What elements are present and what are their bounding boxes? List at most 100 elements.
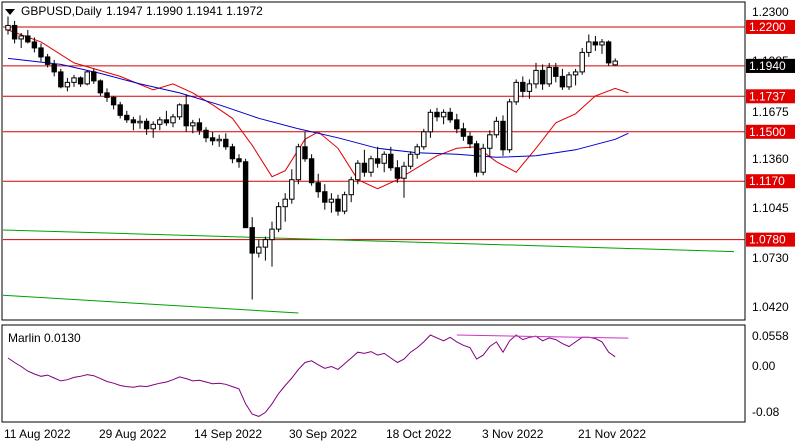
candle <box>553 62 559 83</box>
candle <box>335 194 341 216</box>
candle <box>242 158 249 229</box>
level-tag: 1.1500 <box>746 125 795 139</box>
candle <box>388 146 394 171</box>
y-tick-label: 1.1360 <box>752 152 789 166</box>
candle <box>143 118 150 135</box>
candle-body <box>236 158 242 163</box>
candle-body <box>249 227 255 254</box>
level-tag: 1.1170 <box>746 174 795 189</box>
candle <box>282 193 288 222</box>
level-tag-label: 1.1737 <box>749 89 786 103</box>
candle <box>401 161 407 198</box>
indicator-line <box>7 334 616 417</box>
candle-body <box>137 120 143 124</box>
moving-average-slow <box>7 57 629 158</box>
candle-body <box>579 51 585 73</box>
indicator-tick-label: 0.0558 <box>752 329 789 343</box>
candle-body <box>190 122 196 127</box>
candle-body <box>434 111 440 118</box>
candle <box>236 154 242 168</box>
candle <box>163 110 170 126</box>
candle <box>361 149 368 177</box>
candle-body <box>513 81 519 103</box>
candle-body <box>473 143 480 173</box>
candle-body <box>110 96 117 106</box>
candle-body <box>64 81 71 88</box>
candle <box>275 202 282 233</box>
level-tag-label: 1.1170 <box>749 174 785 188</box>
candle <box>374 146 381 168</box>
candle <box>407 151 414 170</box>
candle-body <box>117 104 123 116</box>
x-tick-label: 30 Sep 2022 <box>289 427 357 441</box>
candle-body <box>275 206 282 230</box>
candle <box>25 29 31 44</box>
candle-body <box>38 47 44 58</box>
symbol-label: GBPUSD,Daily <box>21 4 102 18</box>
level-tag-box <box>746 89 795 104</box>
x-tick-label: 29 Aug 2022 <box>99 427 167 441</box>
candle-body <box>566 74 572 88</box>
level-tag-label: 1.1500 <box>749 125 786 139</box>
candle-body <box>18 35 24 40</box>
candle <box>223 133 229 150</box>
candle <box>533 62 539 89</box>
candle <box>196 118 203 135</box>
candle-body <box>31 41 38 49</box>
candle <box>526 79 533 99</box>
candle-body <box>559 75 566 88</box>
candle <box>539 64 546 90</box>
candle-body <box>104 92 110 98</box>
indicator-tick-label: 0.00 <box>752 359 776 373</box>
candle <box>612 58 618 66</box>
candle-body <box>322 191 328 203</box>
candle <box>506 98 513 153</box>
indicator-label: Marlin 0.0130 <box>8 331 81 345</box>
candle-body <box>308 158 315 184</box>
candle <box>460 122 467 141</box>
candle <box>355 160 361 185</box>
candle <box>71 74 77 87</box>
candle-body <box>586 41 592 53</box>
candle-body <box>407 153 414 167</box>
candle-body <box>242 161 249 229</box>
candle-body <box>77 77 84 85</box>
candle <box>421 128 427 150</box>
candle <box>190 119 196 134</box>
candle-body <box>381 153 387 164</box>
y-tick-label: 1.1675 <box>752 105 789 119</box>
collapse-triangle-icon[interactable] <box>5 9 15 15</box>
candle <box>209 131 216 146</box>
candle <box>341 191 348 215</box>
candle-body <box>163 119 170 124</box>
candle-body <box>216 138 222 142</box>
candle-body <box>454 119 460 130</box>
candle <box>322 184 328 210</box>
candle <box>110 95 117 110</box>
candle-body <box>440 111 447 118</box>
y-tick-label: 1.0730 <box>752 251 789 265</box>
candle-body <box>361 162 368 173</box>
candle-body <box>282 198 288 208</box>
candle-body <box>341 194 348 212</box>
candle <box>38 43 44 62</box>
candle <box>64 77 71 92</box>
y-tick-label: 1.2300 <box>752 5 789 19</box>
candle-body <box>150 123 156 130</box>
x-tick-label: 3 Nov 2022 <box>482 427 544 441</box>
ohlc-label: 1.1947 1.1990 1.1941 1.1972 <box>106 4 263 18</box>
candle <box>315 173 321 198</box>
candle <box>500 115 506 156</box>
level-tag-box <box>746 19 795 34</box>
candle-body <box>506 101 513 151</box>
candle <box>183 94 189 132</box>
candle <box>440 109 447 125</box>
y-tick-label: 1.0420 <box>752 300 789 314</box>
candle-body <box>209 137 216 142</box>
candle <box>348 176 354 203</box>
candle-body <box>553 66 559 77</box>
candle <box>586 34 592 57</box>
level-tag-box <box>746 232 795 247</box>
candle <box>447 107 453 123</box>
candle-body <box>58 71 64 88</box>
